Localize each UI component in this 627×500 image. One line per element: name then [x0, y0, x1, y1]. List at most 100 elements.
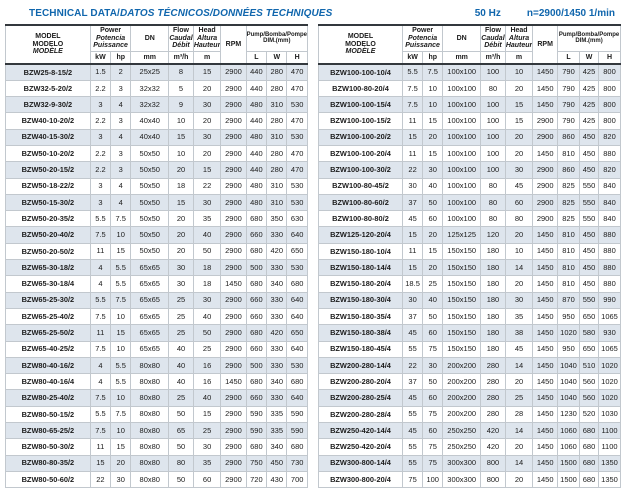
value-cell: 50x50	[130, 226, 170, 244]
value-cell: 40	[168, 356, 194, 375]
model-cell: BZW80-40-16/4	[5, 373, 91, 391]
value-cell: 250x250	[442, 438, 482, 456]
value-cell: 1020	[598, 373, 621, 391]
value-cell: 2900	[220, 128, 247, 146]
table-row: BZW80-40-16/4 4 5.5 80x80 40 16 1450 680 340 680	[5, 373, 308, 391]
value-cell: 1100	[598, 438, 621, 456]
unit-m: m	[504, 50, 534, 65]
value-cell: 2900	[220, 259, 247, 277]
rpm-column-header: RPM	[532, 24, 559, 65]
model-cell: BZW300-800-14/4	[318, 454, 403, 472]
value-cell: 2900	[220, 405, 247, 424]
value-cell: 1060	[557, 438, 580, 456]
value-cell: 50x50	[130, 210, 170, 228]
dim-column-header: Pump/Bomba/Pompe DIM.(mm)	[557, 24, 621, 52]
value-cell: 20	[192, 79, 222, 98]
value-cell: 1040	[557, 373, 580, 391]
value-cell: 14	[504, 356, 534, 375]
value-cell: 10	[110, 422, 132, 440]
value-cell: 420	[266, 242, 288, 261]
value-cell: 2.2	[89, 144, 112, 163]
value-cell: 590	[286, 422, 308, 440]
value-cell: 530	[286, 259, 308, 277]
value-cell: 150x150	[442, 275, 482, 293]
value-cell: 125x125	[442, 226, 482, 244]
value-cell: 7.5	[401, 79, 424, 98]
value-cell: 580	[578, 324, 600, 342]
value-cell: 45	[504, 177, 534, 195]
value-cell: 10	[110, 226, 132, 244]
value-cell: 15	[504, 96, 534, 114]
value-cell: 1350	[598, 470, 621, 489]
value-cell: 200x200	[442, 389, 482, 407]
power-column-header: Power Potencia Puissance	[89, 24, 132, 52]
value-cell: 1060	[557, 422, 580, 440]
value-cell: 7.5	[89, 340, 112, 358]
value-cell: 37	[401, 373, 424, 391]
value-cell: 450	[266, 454, 288, 472]
value-cell: 790	[557, 96, 580, 114]
value-cell: 5	[168, 79, 194, 98]
value-cell: 30	[504, 291, 534, 309]
value-cell: 50x50	[130, 144, 170, 163]
model-cell: BZW100-100-15/2	[318, 112, 403, 130]
value-cell: 870	[557, 291, 580, 309]
table-row: BZW200-280-25/4 45 60 200x200 280 25 1450 1040 5…	[318, 389, 621, 407]
value-cell: 30	[422, 161, 444, 179]
value-cell: 50	[168, 470, 194, 489]
value-cell: 340	[266, 275, 288, 293]
value-cell: 180	[480, 307, 506, 326]
model-cell: BZW50-20-40/2	[5, 226, 91, 244]
value-cell: 810	[557, 144, 580, 163]
model-cell: BZW65-30-18/4	[5, 275, 91, 293]
value-cell: 100x100	[442, 193, 482, 212]
value-cell: 10	[110, 389, 132, 407]
value-cell: 2900	[220, 226, 247, 244]
value-cell: 520	[578, 405, 600, 424]
value-cell: 2900	[220, 161, 247, 179]
model-cell: BZW200-280-14/4	[318, 356, 403, 375]
value-cell: 20	[168, 226, 194, 244]
value-cell: 420	[480, 422, 506, 440]
table-row: BZW65-40-25/2 7.5 10 65x65 40 25 2900 660 330 640	[5, 340, 308, 358]
value-cell: 7.5	[89, 422, 112, 440]
value-cell: 2.2	[89, 79, 112, 98]
table-row: BZW100-80-20/4 7.5 10 100x100 80 20 1450 790 425…	[318, 79, 621, 98]
value-cell: 5.5	[110, 356, 132, 375]
value-cell: 660	[245, 389, 268, 407]
value-cell: 2900	[220, 356, 247, 375]
value-cell: 825	[557, 210, 580, 228]
table-row: BZW250-420-20/4 55 75 250x250 420 20 1450 1060 6…	[318, 438, 621, 456]
value-cell: 450	[578, 128, 600, 146]
value-cell: 20	[504, 470, 534, 489]
value-cell: 38	[504, 324, 534, 342]
unit-hp: hp	[110, 50, 132, 65]
value-cell: 280	[266, 144, 288, 163]
value-cell: 15	[168, 193, 194, 212]
value-cell: 680	[245, 275, 268, 293]
value-cell: 800	[598, 63, 621, 81]
table-row: BZW250-420-14/4 45 60 250x250 420 14 1450 1060 6…	[318, 422, 621, 440]
value-cell: 840	[598, 210, 621, 228]
value-cell: 25x25	[130, 63, 170, 81]
value-cell: 50	[422, 307, 444, 326]
model-cell: BZW100-100-30/2	[318, 161, 403, 179]
head-column-header: Head Altura Hauteur	[192, 24, 222, 52]
value-cell: 280	[480, 405, 506, 424]
dim-column-header: Pump/Bomba/Pompe DIM.(mm)	[245, 24, 309, 52]
table-row: BZW65-30-18/2 4 5.5 65x65 30 18 2900 500 330 530	[5, 259, 308, 277]
value-cell: 4	[110, 128, 132, 146]
value-cell: 680	[286, 438, 308, 456]
table-row: BZW150-180-35/4 37 50 150x150 180 35 1450 950 65…	[318, 307, 621, 326]
value-cell: 880	[598, 144, 621, 163]
value-cell: 14	[504, 454, 534, 472]
value-cell: 4	[89, 356, 112, 375]
value-cell: 3	[89, 177, 112, 195]
value-cell: 10	[110, 307, 132, 326]
value-cell: 3	[89, 96, 112, 114]
unit-mm: mm	[442, 50, 482, 65]
value-cell: 22	[89, 470, 112, 489]
value-cell: 470	[286, 63, 308, 81]
value-cell: 860	[557, 128, 580, 146]
model-cell: BZW150-180-30/4	[318, 291, 403, 309]
